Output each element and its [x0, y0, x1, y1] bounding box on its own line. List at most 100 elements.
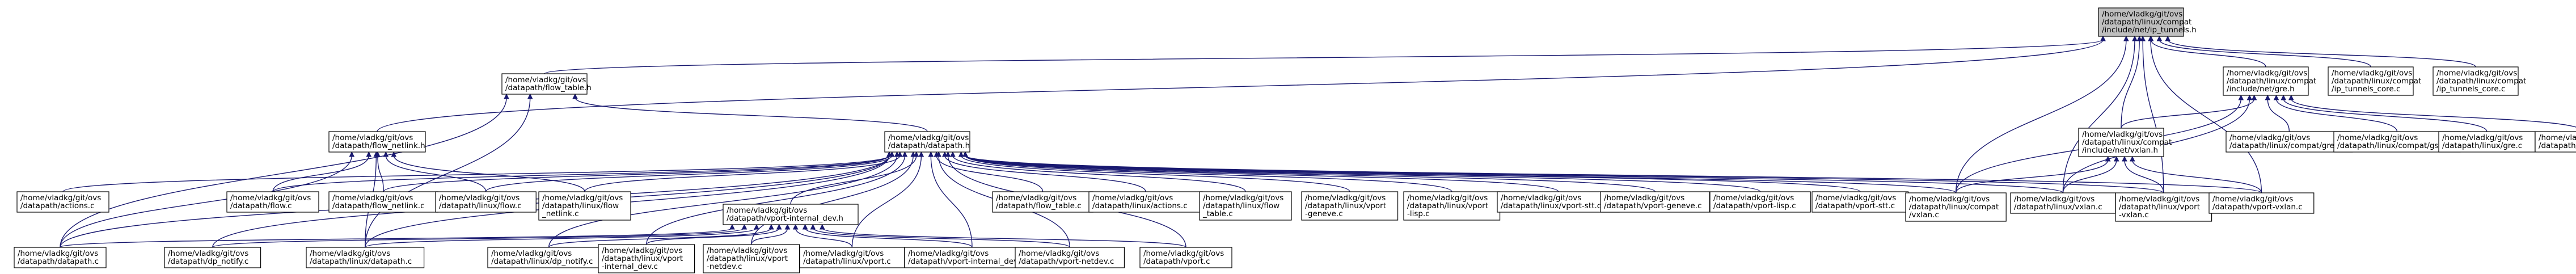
- node-label-line: /home/vladkg/git/ovs: [1909, 195, 1990, 204]
- dependency-edge: [812, 227, 1070, 248]
- arrowhead-icon: [2156, 35, 2163, 41]
- graph-node-linux-dp-notify-c[interactable]: /home/vladkg/git/ovs/datapath/linux/dp_n…: [487, 247, 610, 268]
- graph-node-linux-actions-c[interactable]: /home/vladkg/git/ovs/datapath/linux/acti…: [1088, 191, 1203, 213]
- node-label-line: /home/vladkg/git/ovs: [2227, 69, 2307, 78]
- node-label-line: /datapath/vport-vxlan.c: [2212, 203, 2303, 212]
- graph-node-linux-flow-c[interactable]: /home/vladkg/git/ovs/datapath/linux/flow…: [435, 191, 537, 213]
- node-label-line: /home/vladkg/git/ovs: [439, 193, 520, 203]
- graph-node-linux-vport-internal-dev-c[interactable]: /home/vladkg/git/ovs/datapath/linux/vpor…: [598, 244, 695, 273]
- dependency-edge: [2121, 98, 2255, 129]
- node-label-line: /home/vladkg/git/ovs: [332, 193, 413, 203]
- node-label-line: /home/vladkg/git/ovs: [2082, 130, 2163, 139]
- node-box: [306, 247, 425, 268]
- node-label-line: /datapath/linux/actions.c: [1092, 201, 1188, 210]
- graph-node-compat-gre-h[interactable]: /home/vladkg/git/ovs/datapath/linux/comp…: [2223, 66, 2316, 96]
- node-label-line: /home/vladkg/git/ovs: [168, 249, 248, 258]
- node-label-line: /datapath/linux/compat: [2102, 18, 2191, 27]
- arrowhead-icon: [2251, 94, 2257, 100]
- node-label-line: /datapath/linux/vxlan.c: [2014, 203, 2102, 212]
- graph-node-datapath-h[interactable]: /home/vladkg/git/ovs/datapath/datapath.h: [884, 131, 970, 153]
- node-label-line: /datapath/vport-internal_dev.c: [908, 257, 1024, 266]
- graph-node-ip-tunnels-core[interactable]: /home/vladkg/git/ovs/datapath/linux/comp…: [2328, 66, 2421, 96]
- arrowhead-icon: [2136, 35, 2143, 41]
- dependency-edge: [377, 39, 2104, 132]
- dependency-edge: [60, 227, 733, 248]
- graph-node-dp-notify-c[interactable]: /home/vladkg/git/ovs/datapath/dp_notify.…: [164, 247, 261, 268]
- graph-node-compat-gre-c[interactable]: /home/vladkg/git/ovs/datapath/linux/comp…: [2226, 131, 2353, 153]
- arrowhead-icon: [572, 93, 578, 99]
- node-label-line: /home/vladkg/git/ovs: [491, 249, 572, 258]
- graph-node-vport-lisp-c[interactable]: /home/vladkg/git/ovs/datapath/vport-lisp…: [1709, 191, 1811, 213]
- graph-node-flow-table-c[interactable]: /home/vladkg/git/ovs/datapath/flow_table…: [992, 191, 1093, 213]
- arrowhead-icon: [2113, 155, 2119, 162]
- node-label-line: /datapath/linux/compat: [2332, 77, 2421, 86]
- node-label-line: /home/vladkg/git/ovs: [2337, 133, 2418, 142]
- dependency-edge: [751, 227, 788, 245]
- node-label-line: /home/vladkg/git/ovs: [1815, 193, 1896, 203]
- node-label-line: /home/vladkg/git/ovs: [2119, 195, 2199, 204]
- node-label-line: /home/vladkg/git/ovs: [505, 75, 586, 85]
- node-box: [226, 191, 319, 213]
- node-label-line: /home/vladkg/git/ovs: [996, 193, 1076, 203]
- node-label-line: /datapath/flow_table.c: [996, 201, 1082, 210]
- node-box: [1139, 247, 1232, 268]
- node-label-line: /datapath/flow_table.h: [505, 83, 592, 92]
- node-label-line: -internal_dev.c: [602, 262, 658, 271]
- node-label-line: /home/vladkg/git/ovs: [1019, 249, 1099, 258]
- dependency-edge: [385, 155, 487, 192]
- graph-node-vport-vxlan-c[interactable]: /home/vladkg/git/ovs/datapath/vport-vxla…: [2208, 192, 2315, 214]
- dependency-edge: [1955, 39, 2127, 193]
- graph-node-linux-datapath-c[interactable]: /home/vladkg/git/ovs/datapath/linux/data…: [306, 247, 425, 268]
- graph-node-flow-netlink-c[interactable]: /home/vladkg/git/ovs/datapath/flow_netli…: [328, 191, 438, 213]
- graph-node-linux-vport-netdev-c[interactable]: /home/vladkg/git/ovs/datapath/linux/vpor…: [703, 244, 800, 273]
- dependency-edge: [936, 155, 1044, 192]
- node-label-line: /ip_tunnels_core.c: [2436, 85, 2505, 94]
- graph-node-linux-vport-lisp-c[interactable]: /home/vladkg/git/ovs/datapath/linux/vpor…: [1403, 191, 1501, 221]
- graph-node-flow-netlink-h[interactable]: /home/vladkg/git/ovs/datapath/flow_netli…: [328, 131, 426, 153]
- graph-node-linux-vport-c[interactable]: /home/vladkg/git/ovs/datapath/linux/vpor…: [799, 247, 905, 268]
- graph-node-flow-c[interactable]: /home/vladkg/git/ovs/datapath/flow.c: [226, 191, 319, 213]
- graph-node-linux-vport-geneve-c[interactable]: /home/vladkg/git/ovs/datapath/linux/vpor…: [1301, 191, 1399, 221]
- graph-node-linux-vxlan-c[interactable]: /home/vladkg/git/ovs/datapath/linux/vxla…: [2010, 192, 2116, 214]
- graph-node-actions-c[interactable]: /home/vladkg/git/ovs/datapath/actions.c: [16, 191, 109, 213]
- graph-node-datapath-c[interactable]: /home/vladkg/git/ovs/datapath/datapath.c: [14, 247, 107, 268]
- dependency-edge: [965, 155, 1656, 192]
- node-box: [1905, 192, 2007, 222]
- graph-node-linux-gre-c[interactable]: /home/vladkg/git/ovs/datapath/linux/gre.…: [2438, 131, 2536, 153]
- dependency-edge: [952, 155, 1246, 192]
- graph-node-linux-compat-vxlan-c[interactable]: /home/vladkg/git/ovs/datapath/linux/comp…: [1905, 192, 2007, 222]
- graph-node-compat-vxlan-h[interactable]: /home/vladkg/git/ovs/datapath/linux/comp…: [2078, 128, 2172, 157]
- graph-node-vport-stt-c[interactable]: /home/vladkg/git/ovs/datapath/vport-stt.…: [1811, 191, 1909, 213]
- graph-node-linux-vport-stt-c[interactable]: /home/vladkg/git/ovs/datapath/linux/vpor…: [1497, 191, 1620, 213]
- graph-node-linux-gso-c[interactable]: /home/vladkg/git/ovs/datapath/linux/gso.…: [2535, 131, 2576, 153]
- graph-node-linux-vport-vxlan-c[interactable]: /home/vladkg/git/ovs/datapath/linux/vpor…: [2115, 192, 2212, 222]
- node-label-line: /datapath/linux/compat: [1909, 203, 1999, 212]
- node-label-line: /datapath/linux/vport: [1407, 201, 1488, 210]
- dependency-edge: [965, 155, 2064, 193]
- dependency-edge: [2150, 39, 2266, 68]
- graph-node-vport-geneve-c[interactable]: /home/vladkg/git/ovs/datapath/vport-gene…: [1600, 191, 1710, 213]
- node-box: [2115, 192, 2212, 222]
- graph-node-vport-netdev-c[interactable]: /home/vladkg/git/ovs/datapath/vport-netd…: [1015, 247, 1125, 268]
- dependency-edge: [965, 155, 2262, 193]
- node-label-line: -netdev.c: [707, 262, 742, 271]
- graph-node-linux-flow-netlink-c[interactable]: /home/vladkg/git/ovs/datapath/linux/flow…: [538, 191, 631, 221]
- graph-nodes: /home/vladkg/git/ovs/datapath/linux/comp…: [14, 7, 2576, 273]
- graph-node-linux-flow-table-c[interactable]: /home/vladkg/git/ovs/datapath/linux/flow…: [1199, 191, 1292, 221]
- node-box: [2208, 192, 2315, 214]
- graph-node-flow-table-h[interactable]: /home/vladkg/git/ovs/datapath/flow_table…: [501, 73, 592, 95]
- node-label-line: /home/vladkg/git/ovs: [230, 193, 311, 203]
- graph-node-vport-internal-dev-h[interactable]: /home/vladkg/git/ovs/datapath/vport-inte…: [723, 204, 859, 225]
- node-box: [1403, 191, 1501, 221]
- dependency-edge: [393, 155, 585, 192]
- graph-node-lisp-ip-tunnels-core[interactable]: /home/vladkg/git/ovs/datapath/linux/comp…: [2433, 66, 2526, 96]
- node-label-line: /datapath/linux/flow: [542, 201, 619, 210]
- dependency-edge: [960, 155, 1350, 192]
- arrowhead-icon: [2100, 35, 2106, 41]
- node-label-line: /datapath/vport-netdev.c: [1019, 257, 1114, 266]
- graph-node-vport-c[interactable]: /home/vladkg/git/ovs/datapath/vport.c: [1139, 247, 1232, 268]
- node-label-line: _netlink.c: [542, 209, 579, 218]
- dependency-edge: [1955, 159, 2109, 193]
- dependency-edge: [944, 155, 1146, 192]
- dependency-edge: [804, 227, 973, 248]
